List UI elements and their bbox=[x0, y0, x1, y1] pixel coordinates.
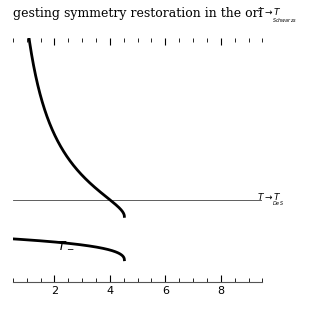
Text: $_{Schwarzs}$: $_{Schwarzs}$ bbox=[272, 17, 297, 25]
Text: $T{\rightarrow}T$: $T{\rightarrow}T$ bbox=[257, 191, 282, 202]
Text: gesting symmetry restoration in the ori: gesting symmetry restoration in the ori bbox=[13, 7, 262, 20]
Text: $_{De\,S}$: $_{De\,S}$ bbox=[272, 199, 285, 208]
Text: $T_-$: $T_-$ bbox=[57, 237, 75, 251]
Text: $T{\rightarrow}T$: $T{\rightarrow}T$ bbox=[257, 6, 282, 18]
